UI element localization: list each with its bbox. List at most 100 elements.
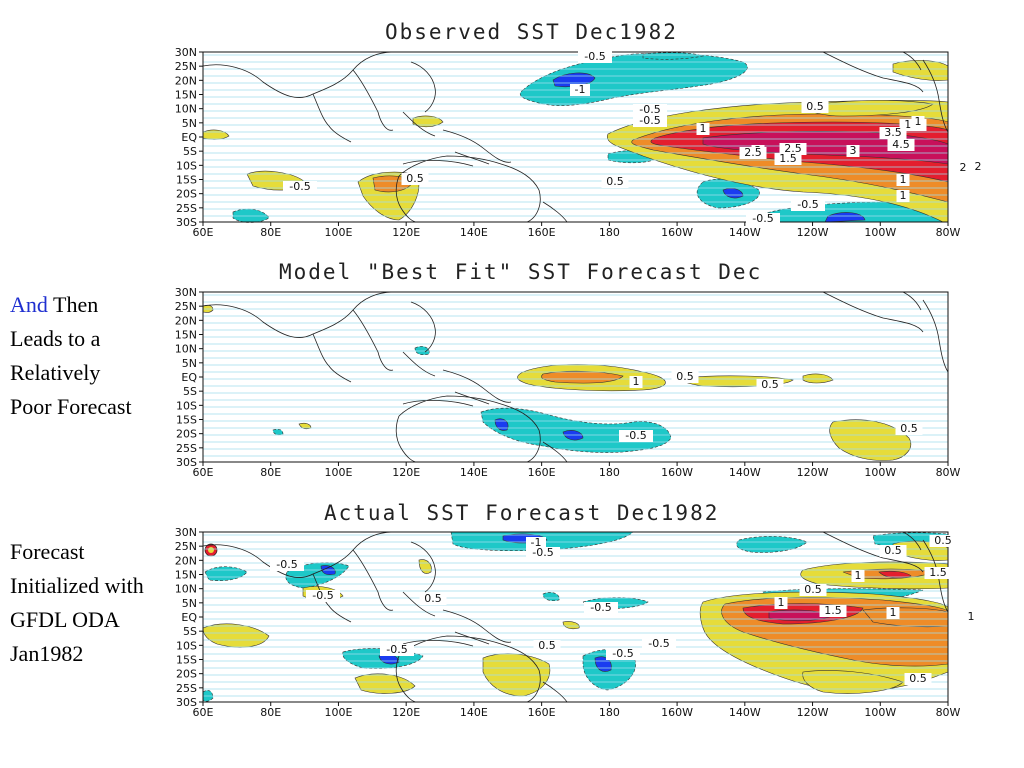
contour-label-bg (380, 644, 414, 656)
contour-label: -0.5 (639, 114, 660, 127)
map-frame-model (202, 291, 949, 463)
land-coastline (202, 531, 949, 703)
caption-and-then: And Then Leads to a Relatively Poor Fore… (10, 288, 145, 424)
contour-labels-observed: -0.5-1-0.5-0.50.511.522.533.54.51.52.521… (283, 50, 985, 225)
lon-tick-label: 140E (460, 466, 488, 479)
lon-tick-label: 180 (599, 466, 620, 479)
pos-anomaly-region (829, 419, 912, 461)
pos-anomaly-spot (208, 547, 214, 553)
neg-anomaly-core (494, 418, 509, 431)
caption-accent: And (10, 292, 48, 317)
contour-label: 2.5 (784, 142, 802, 155)
lat-tick-label: 20S (176, 428, 197, 441)
contour-label: -0.5 (532, 546, 553, 559)
lon-tick-label: 60E (193, 226, 214, 239)
contour-label: 1 (890, 606, 897, 619)
panel-title-actual: Actual SST Forecast Dec1982 (324, 501, 720, 525)
lon-tick-label: 80W (936, 706, 961, 719)
lat-tick-label: 30S (176, 456, 197, 469)
contour-label-bg (526, 547, 560, 559)
contour-label: 0.5 (804, 583, 822, 596)
neg-anomaly-region (414, 346, 430, 356)
lon-tick-label: 80E (260, 466, 281, 479)
lon-tick-label: 140W (729, 226, 761, 239)
contour-label-bg (956, 162, 970, 174)
contour-label: 0.5 (538, 639, 556, 652)
neg-anomaly-region (272, 428, 284, 436)
contour-label: -0.5 (648, 637, 669, 650)
lon-tick-label: 60E (193, 706, 214, 719)
lat-tick-label: 10S (176, 159, 197, 172)
lat-tick-label: 25S (176, 682, 197, 695)
contour-label-bg (971, 161, 985, 173)
lat-tick-label: 20N (175, 314, 197, 327)
contour-label-bg (533, 640, 561, 652)
scanlines (203, 294, 948, 457)
lon-tick-label: 100E (324, 226, 352, 239)
contour-label-bg (924, 567, 952, 579)
lat-tick-label: 10S (176, 399, 197, 412)
lon-tick-label: 140W (729, 466, 761, 479)
contour-label: -0.5 (289, 180, 310, 193)
lat-tick-label: 30N (175, 46, 197, 59)
contour-label: -0.5 (590, 601, 611, 614)
contour-label: -0.5 (625, 429, 646, 442)
contour-label-bg (578, 51, 612, 63)
lon-tick-label: 140E (460, 226, 488, 239)
pos-anomaly-region (354, 673, 416, 694)
pos-anomaly-region (202, 623, 270, 648)
contour-label-bg (801, 101, 829, 113)
lat-tick-label: 10N (175, 583, 197, 596)
contour-label: 0.5 (934, 534, 952, 547)
contour-label: 2 (975, 160, 982, 173)
land-coastline (202, 51, 949, 223)
contour-label-bg (851, 570, 865, 582)
contour-label: -0.5 (612, 647, 633, 660)
contour-label-bg (964, 611, 978, 623)
contour-label-bg (895, 423, 923, 435)
contour-label: 3 (850, 144, 857, 157)
lat-tick-label: 25S (176, 442, 197, 455)
land-coastline (202, 291, 949, 463)
lat-tick-label: 5S (183, 145, 197, 158)
contour-label-bg (746, 213, 780, 225)
contour-label: 1 (900, 173, 907, 186)
contour-label: 1 (778, 596, 785, 609)
contour-label-bg (911, 116, 925, 128)
lat-tick-label: 5N (182, 357, 197, 370)
neg-anomaly-core (722, 188, 744, 199)
map-frame-actual (202, 531, 949, 703)
lat-tick-label: 5S (183, 385, 197, 398)
lat-tick-label: EQ (181, 611, 197, 624)
lat-tick-label: 10N (175, 343, 197, 356)
contour-label-bg (791, 199, 825, 211)
map-panel-actual: 30N 25N 20N 15N 10N 5N EQ 5S 10S 15S 20S 25S 30S 60E 8… (160, 526, 978, 720)
contour-label-bg (739, 147, 767, 159)
contour-label-bg (799, 584, 827, 596)
contour-label-bg (606, 648, 640, 660)
caption-forecast: Forecast Initialized with GFDL ODA Jan19… (10, 535, 145, 671)
contour-label: 1.5 (929, 566, 947, 579)
lat-tick-label: 5N (182, 117, 197, 130)
contour-label-bg (846, 145, 860, 157)
lat-tick-label: 30N (175, 526, 197, 539)
lon-tick-label: 80E (260, 706, 281, 719)
contour-label: 1 (855, 569, 862, 582)
caption-rest: Then Leads to a Relatively Poor Forecast (10, 292, 132, 419)
contour-label: 0.5 (806, 100, 824, 113)
contour-label-bg (633, 115, 667, 127)
lat-tick-label: 15N (175, 89, 197, 102)
contour-label: -0.5 (752, 212, 773, 225)
lat-tick-label: 25N (175, 300, 197, 313)
contour-label: -0.5 (584, 50, 605, 63)
contour-label: 0.5 (884, 544, 902, 557)
scanlines (203, 534, 948, 697)
contour-label-bg (696, 123, 710, 135)
lat-tick-label: 25S (176, 202, 197, 215)
lon-tick-label: 80W (936, 226, 961, 239)
lon-tick-label: 120W (797, 706, 829, 719)
contour-label: -0.5 (276, 558, 297, 571)
